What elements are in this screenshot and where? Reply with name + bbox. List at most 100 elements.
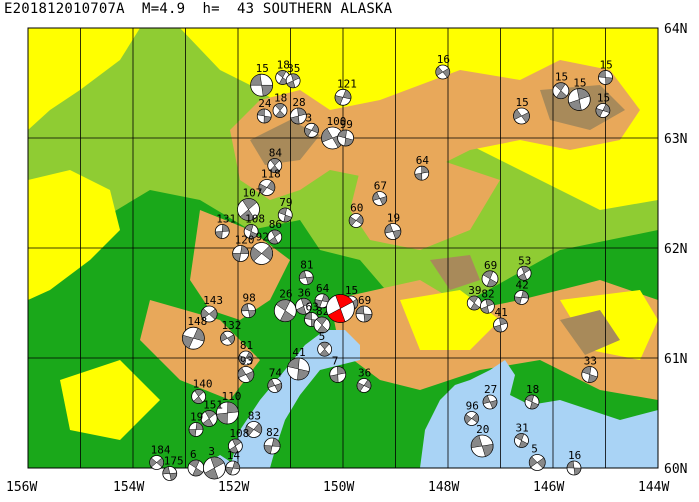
focal-mechanism: 5 [317, 330, 333, 357]
mechanism-depth-label: 82 [266, 426, 279, 439]
lon-label-152w: 152W [218, 480, 250, 495]
focal-mechanism: 81 [238, 339, 254, 366]
mechanism-depth-label: 69 [358, 294, 371, 307]
focal-mechanism: 27 [482, 383, 498, 410]
focal-mechanism: 148 [181, 315, 207, 350]
mechanism-depth-label: 33 [584, 355, 597, 368]
focal-mechanism: 131 [214, 213, 236, 239]
focal-mechanism: 107 [237, 187, 262, 221]
focal-mechanism: 64 [314, 282, 330, 309]
lat-label-60n: 60N [664, 462, 688, 477]
mechanism-depth-label: 35 [287, 62, 300, 75]
mechanism-depth-label: 39 [468, 284, 481, 297]
mechanism-depth-label: 184 [151, 444, 171, 457]
mechanism-depth-label: 81 [240, 339, 253, 352]
mechanism-depth-label: 175 [164, 455, 184, 468]
mechanism-depth-label: 18 [274, 92, 287, 105]
mechanism-depth-label: 15 [256, 62, 269, 75]
focal-mechanism: 118 [258, 168, 281, 196]
mechanism-depth-label: 19 [387, 212, 400, 225]
focal-mechanism: 96 [464, 400, 480, 426]
lon-label-146w: 146W [533, 480, 565, 495]
mechanism-depth-label: 18 [277, 59, 290, 72]
mechanism-depth-label: 15 [600, 59, 613, 72]
mechanism-depth-label: 92 [256, 231, 269, 244]
mechanism-depth-label: 3 [306, 111, 313, 124]
focal-mechanism: 84 [267, 147, 283, 173]
mechanism-depth-label: 64 [416, 154, 430, 167]
mechanism-depth-label: 3 [208, 445, 215, 458]
mechanism-depth-label: 84 [269, 147, 283, 160]
focal-mechanism: 31 [514, 422, 529, 448]
focal-mechanism: 82 [313, 305, 331, 334]
focal-mechanism: 42 [514, 279, 529, 305]
lat-label-64n: 64N [664, 22, 688, 37]
focal-mechanism: 19 [188, 411, 204, 437]
mechanism-depth-label: 6 [190, 448, 197, 461]
lat-label-61n: 61N [664, 352, 688, 367]
focal-mechanism: 3 [202, 445, 226, 480]
lat-label-62n: 62N [664, 242, 688, 257]
focal-mechanism: 3 [304, 111, 319, 138]
mechanism-depth-label: 15 [597, 92, 610, 105]
mechanism-depth-label: 5 [319, 330, 326, 343]
focal-mechanism: 15 [513, 96, 530, 125]
mechanism-depth-label: 82 [481, 287, 494, 300]
focal-mechanism: 175 [162, 455, 184, 481]
mechanism-depth-label: 15 [345, 284, 358, 297]
mechanism-depth-label: 27 [484, 383, 497, 396]
focal-mechanism: 39 [466, 284, 482, 311]
focal-mechanism: 24 [256, 97, 272, 124]
focal-mechanism: 132 [220, 319, 242, 346]
focal-mechanism: 16 [435, 53, 451, 80]
focal-mechanism: 93 [237, 355, 255, 383]
mechanism-depth-label: 96 [466, 400, 479, 413]
mechanism-depth-label: 148 [187, 315, 207, 328]
lon-label-148w: 148W [428, 480, 460, 495]
event-focal-mechanism [325, 294, 355, 323]
focal-mechanism: 67 [372, 180, 388, 206]
mechanism-depth-label: 132 [222, 319, 242, 332]
focal-mechanism: 79 [277, 196, 293, 223]
mechanism-depth-label: 63 [306, 301, 319, 314]
focal-mechanism: 33 [581, 355, 599, 383]
mechanism-depth-label: 99 [340, 118, 353, 131]
mechanism-depth-label: 64 [316, 282, 330, 295]
mechanism-depth-label: 100 [327, 115, 347, 128]
mechanism-depth-label: 60 [350, 202, 363, 215]
focal-mechanism: 41 [493, 306, 508, 333]
focal-mechanism: 60 [348, 202, 364, 228]
focal-mechanism: 99 [337, 118, 355, 147]
focal-mechanism: 69 [355, 294, 373, 323]
focal-mechanism: 120 [232, 234, 255, 262]
focal-mechanism: 6 [187, 448, 205, 477]
mechanism-depth-label: 86 [269, 218, 282, 231]
focal-mechanism: 16 [566, 449, 582, 476]
mechanism-depth-label: 93 [240, 355, 253, 368]
mechanism-depth-label: 82 [316, 305, 329, 318]
mechanism-depth-label: 108 [245, 213, 265, 226]
lon-label-150w: 150W [323, 480, 355, 495]
mechanism-depth-label: 42 [516, 279, 529, 292]
mechanism-depth-label: 120 [235, 234, 255, 247]
focal-mechanism: 15 [595, 92, 611, 118]
focal-mechanism: 74 [267, 367, 282, 393]
focal-mechanism: 35 [285, 62, 301, 89]
mechanism-depth-label: 26 [279, 288, 292, 301]
mechanism-depth-label: 18 [526, 383, 539, 396]
lat-lon-grid [28, 28, 658, 468]
mechanism-depth-label: 36 [298, 286, 311, 299]
mechanism-depth-label: 98 [243, 292, 256, 305]
focal-mechanism: 19 [384, 212, 402, 240]
mechanism-depth-label: 53 [518, 254, 531, 267]
focal-mechanism: 98 [241, 292, 256, 319]
focal-mechanism: 5 [528, 443, 546, 471]
focal-mechanism: 26 [273, 288, 297, 323]
mechanism-depth-label: 110 [222, 390, 242, 403]
mechanism-depth-label: 14 [227, 449, 241, 462]
focal-mechanism: 121 [334, 77, 357, 106]
mechanism-depth-label: 151 [203, 399, 223, 412]
mechanism-depth-label: 69 [484, 259, 497, 272]
